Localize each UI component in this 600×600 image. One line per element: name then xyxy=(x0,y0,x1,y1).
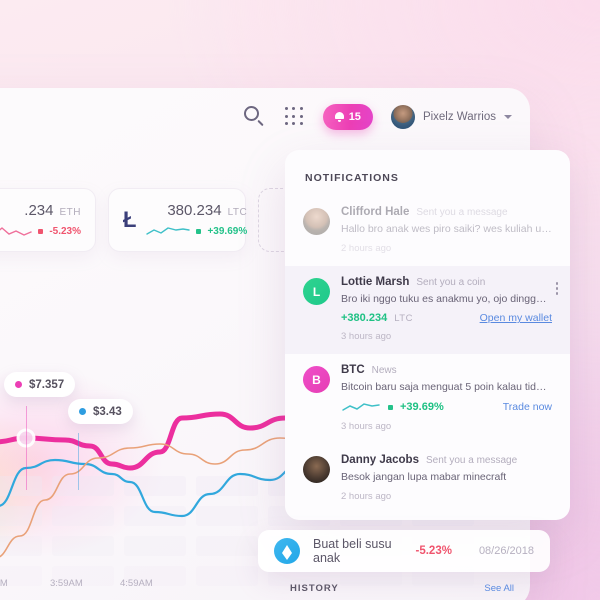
avatar xyxy=(390,105,415,129)
chart-line-orange xyxy=(0,437,376,558)
avatar: B xyxy=(303,366,330,394)
history-label: Buat beli susu anak xyxy=(313,537,392,565)
coin-change: -5.23% xyxy=(49,225,81,237)
notification-action: News xyxy=(371,365,397,377)
app-header: 's market 15 Pixelz Warrios xyxy=(0,88,530,150)
coin-change: +39.69% xyxy=(207,225,248,237)
coin-card-eth[interactable]: .234 ETH -5.23% xyxy=(0,188,96,252)
eth-coin-icon xyxy=(274,538,300,564)
notification-name: Clifford Hale xyxy=(341,206,410,218)
coin-ticker: LTC xyxy=(227,207,248,218)
coin-ticker: ETH xyxy=(59,207,81,218)
tooltip-value: $7.357 xyxy=(29,378,65,391)
notification-item[interactable]: B BTC News Bitcoin baru saja menguat 5 p… xyxy=(285,354,570,443)
tooltip-connector xyxy=(26,406,27,490)
notification-message: Besok jangan lupa mabar minecraft xyxy=(341,470,507,483)
x-axis-label: 2:59AM xyxy=(0,578,8,589)
notification-item[interactable]: Clifford Hale Sent you a message Hallo b… xyxy=(285,196,570,266)
notification-name: Lottie Marsh xyxy=(341,276,410,289)
avatar xyxy=(303,208,330,235)
notification-item[interactable]: Danny Jacobs Sent you a message Besok ja… xyxy=(285,444,570,514)
notifications-panel: NOTIFICATIONS Clifford Hale Sent you a m… xyxy=(285,150,570,520)
kebab-menu-icon[interactable] xyxy=(555,282,558,295)
notification-count: 15 xyxy=(348,111,361,123)
header-actions: 15 Pixelz Warrios xyxy=(243,104,512,130)
chevron-down-icon xyxy=(504,115,512,119)
notification-time: 3 hours ago xyxy=(341,420,392,432)
chart-hover-point[interactable] xyxy=(16,428,36,448)
notifications-title: NOTIFICATIONS xyxy=(305,172,399,184)
history-date: 08/26/2018 xyxy=(478,545,534,557)
notification-message: Bitcoin baru saja menguat 5 poin kalau t… xyxy=(341,381,552,394)
avatar: L xyxy=(303,278,330,306)
notification-action: Sent you a message xyxy=(416,207,508,218)
chart-line-pink xyxy=(0,403,378,471)
grid-apps-icon[interactable] xyxy=(284,107,305,127)
trend-marker xyxy=(38,228,44,234)
search-icon[interactable] xyxy=(243,105,267,129)
notification-action: Sent you a coin xyxy=(416,277,486,289)
notification-name: BTC xyxy=(341,364,365,377)
notification-message: Bro iki nggo tuku es anakmu yo, ojo ding… xyxy=(341,293,552,306)
user-name: Pixelz Warrios xyxy=(422,111,496,123)
notification-ticker: LTC xyxy=(394,312,413,324)
trend-marker xyxy=(196,228,202,234)
chart-tooltip[interactable]: $3.43 xyxy=(68,399,133,424)
notification-action: Sent you a message xyxy=(425,454,518,466)
history-section-title: HISTORY xyxy=(290,583,339,594)
notification-amount: +39.69% xyxy=(400,401,444,414)
notification-badge[interactable]: 15 xyxy=(322,104,373,130)
notification-name: Danny Jacobs xyxy=(341,453,419,466)
chart-tooltip[interactable]: $7.357 xyxy=(4,372,76,397)
notification-time: 2 hours ago xyxy=(341,243,392,255)
coin-symbol: Ł xyxy=(123,207,137,232)
notification-item[interactable]: L Lottie Marsh Sent you a coin Bro iki n… xyxy=(285,266,570,355)
coin-value: .234 xyxy=(24,202,54,219)
history-change: -5.23% xyxy=(415,545,452,557)
trend-marker xyxy=(388,404,393,410)
user-menu[interactable]: Pixelz Warrios xyxy=(390,105,512,129)
sparkline-icon xyxy=(342,402,380,411)
history-item[interactable]: Buat beli susu anak -5.23% 08/26/2018 xyxy=(258,530,550,572)
avatar xyxy=(303,455,330,483)
sparkline-icon xyxy=(0,227,33,236)
tooltip-dot xyxy=(15,381,22,388)
tooltip-value: $3.43 xyxy=(93,405,122,418)
coin-value: 380.234 xyxy=(167,202,222,219)
notification-time: 2 hours ago xyxy=(341,490,392,502)
tooltip-connector xyxy=(78,433,79,490)
notification-time: 3 hours ago xyxy=(341,331,392,343)
x-axis-label: 4:59AM xyxy=(120,578,153,589)
bell-icon xyxy=(334,112,344,122)
notification-message: Hallo bro anak wes piro saiki? wes kulia… xyxy=(341,223,552,235)
x-axis-label: 3:59AM xyxy=(50,578,83,589)
tooltip-dot xyxy=(79,408,86,415)
notification-amount: +380.234 xyxy=(341,312,388,325)
history-footer: HISTORY See All xyxy=(290,583,514,594)
notifications-see-all[interactable]: See All xyxy=(285,514,570,520)
history-see-all[interactable]: See All xyxy=(484,583,514,594)
open-wallet-link[interactable]: Open my wallet xyxy=(479,312,552,325)
trade-now-link[interactable]: Trade now xyxy=(502,401,552,414)
coin-card-ltc[interactable]: Ł 380.234 LTC +39.69% xyxy=(108,188,248,252)
sparkline-icon xyxy=(146,227,191,235)
